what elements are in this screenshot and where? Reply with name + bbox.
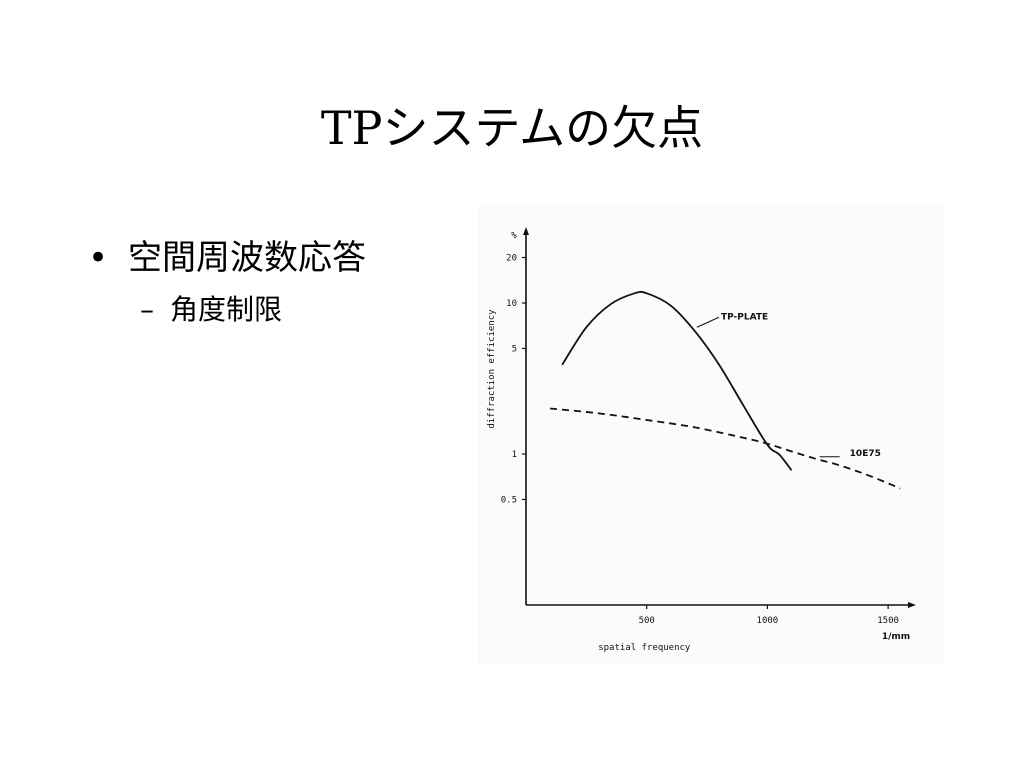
y-axis-arrow	[523, 227, 529, 235]
y-tick-label: 0.5	[501, 495, 517, 505]
series-line-1	[561, 290, 793, 471]
bullet-text: 空間周波数応答	[128, 238, 366, 278]
y-unit-label: %	[511, 231, 517, 241]
y-axis-title: diffraction efficiency	[487, 309, 497, 429]
x-axis-arrow	[908, 602, 916, 608]
sub-bullet-text: 角度制限	[170, 293, 283, 326]
x-tick-label: 1500	[877, 616, 899, 626]
x-tick-label: 1000	[757, 616, 779, 626]
y-tick-label: 1	[512, 450, 517, 460]
x-axis-title: spatial frequency	[598, 643, 691, 653]
sub-bullet-marker: –	[140, 293, 154, 326]
sub-bullet-item: – 角度制限	[140, 288, 366, 332]
y-tick-label: 5	[512, 344, 517, 354]
slide-title: TPシステムの欠点	[320, 101, 704, 155]
series-line-2	[550, 407, 901, 490]
x-unit-label: 1/mm	[882, 632, 910, 642]
chart-figure: 0.5 1 5 10 20% 500 1000 1500 1/mm spatial frequen…	[478, 205, 943, 665]
series-label-2: 10E75	[850, 449, 881, 459]
chart-svg: 0.5 1 5 10 20% 500 1000 1500 1/mm spatial frequen…	[487, 227, 916, 653]
series-label-leader-1	[696, 316, 720, 328]
y-tick-label: 10	[506, 299, 517, 309]
bullet-list: • 空間周波数応答 – 角度制限	[88, 234, 366, 332]
series-label-1: TP-PLATE	[721, 312, 768, 322]
x-tick-label: 500	[639, 616, 655, 626]
bullet-marker: •	[88, 238, 109, 278]
y-tick-label: 20	[506, 254, 517, 264]
bullet-item: • 空間周波数応答	[88, 234, 366, 282]
